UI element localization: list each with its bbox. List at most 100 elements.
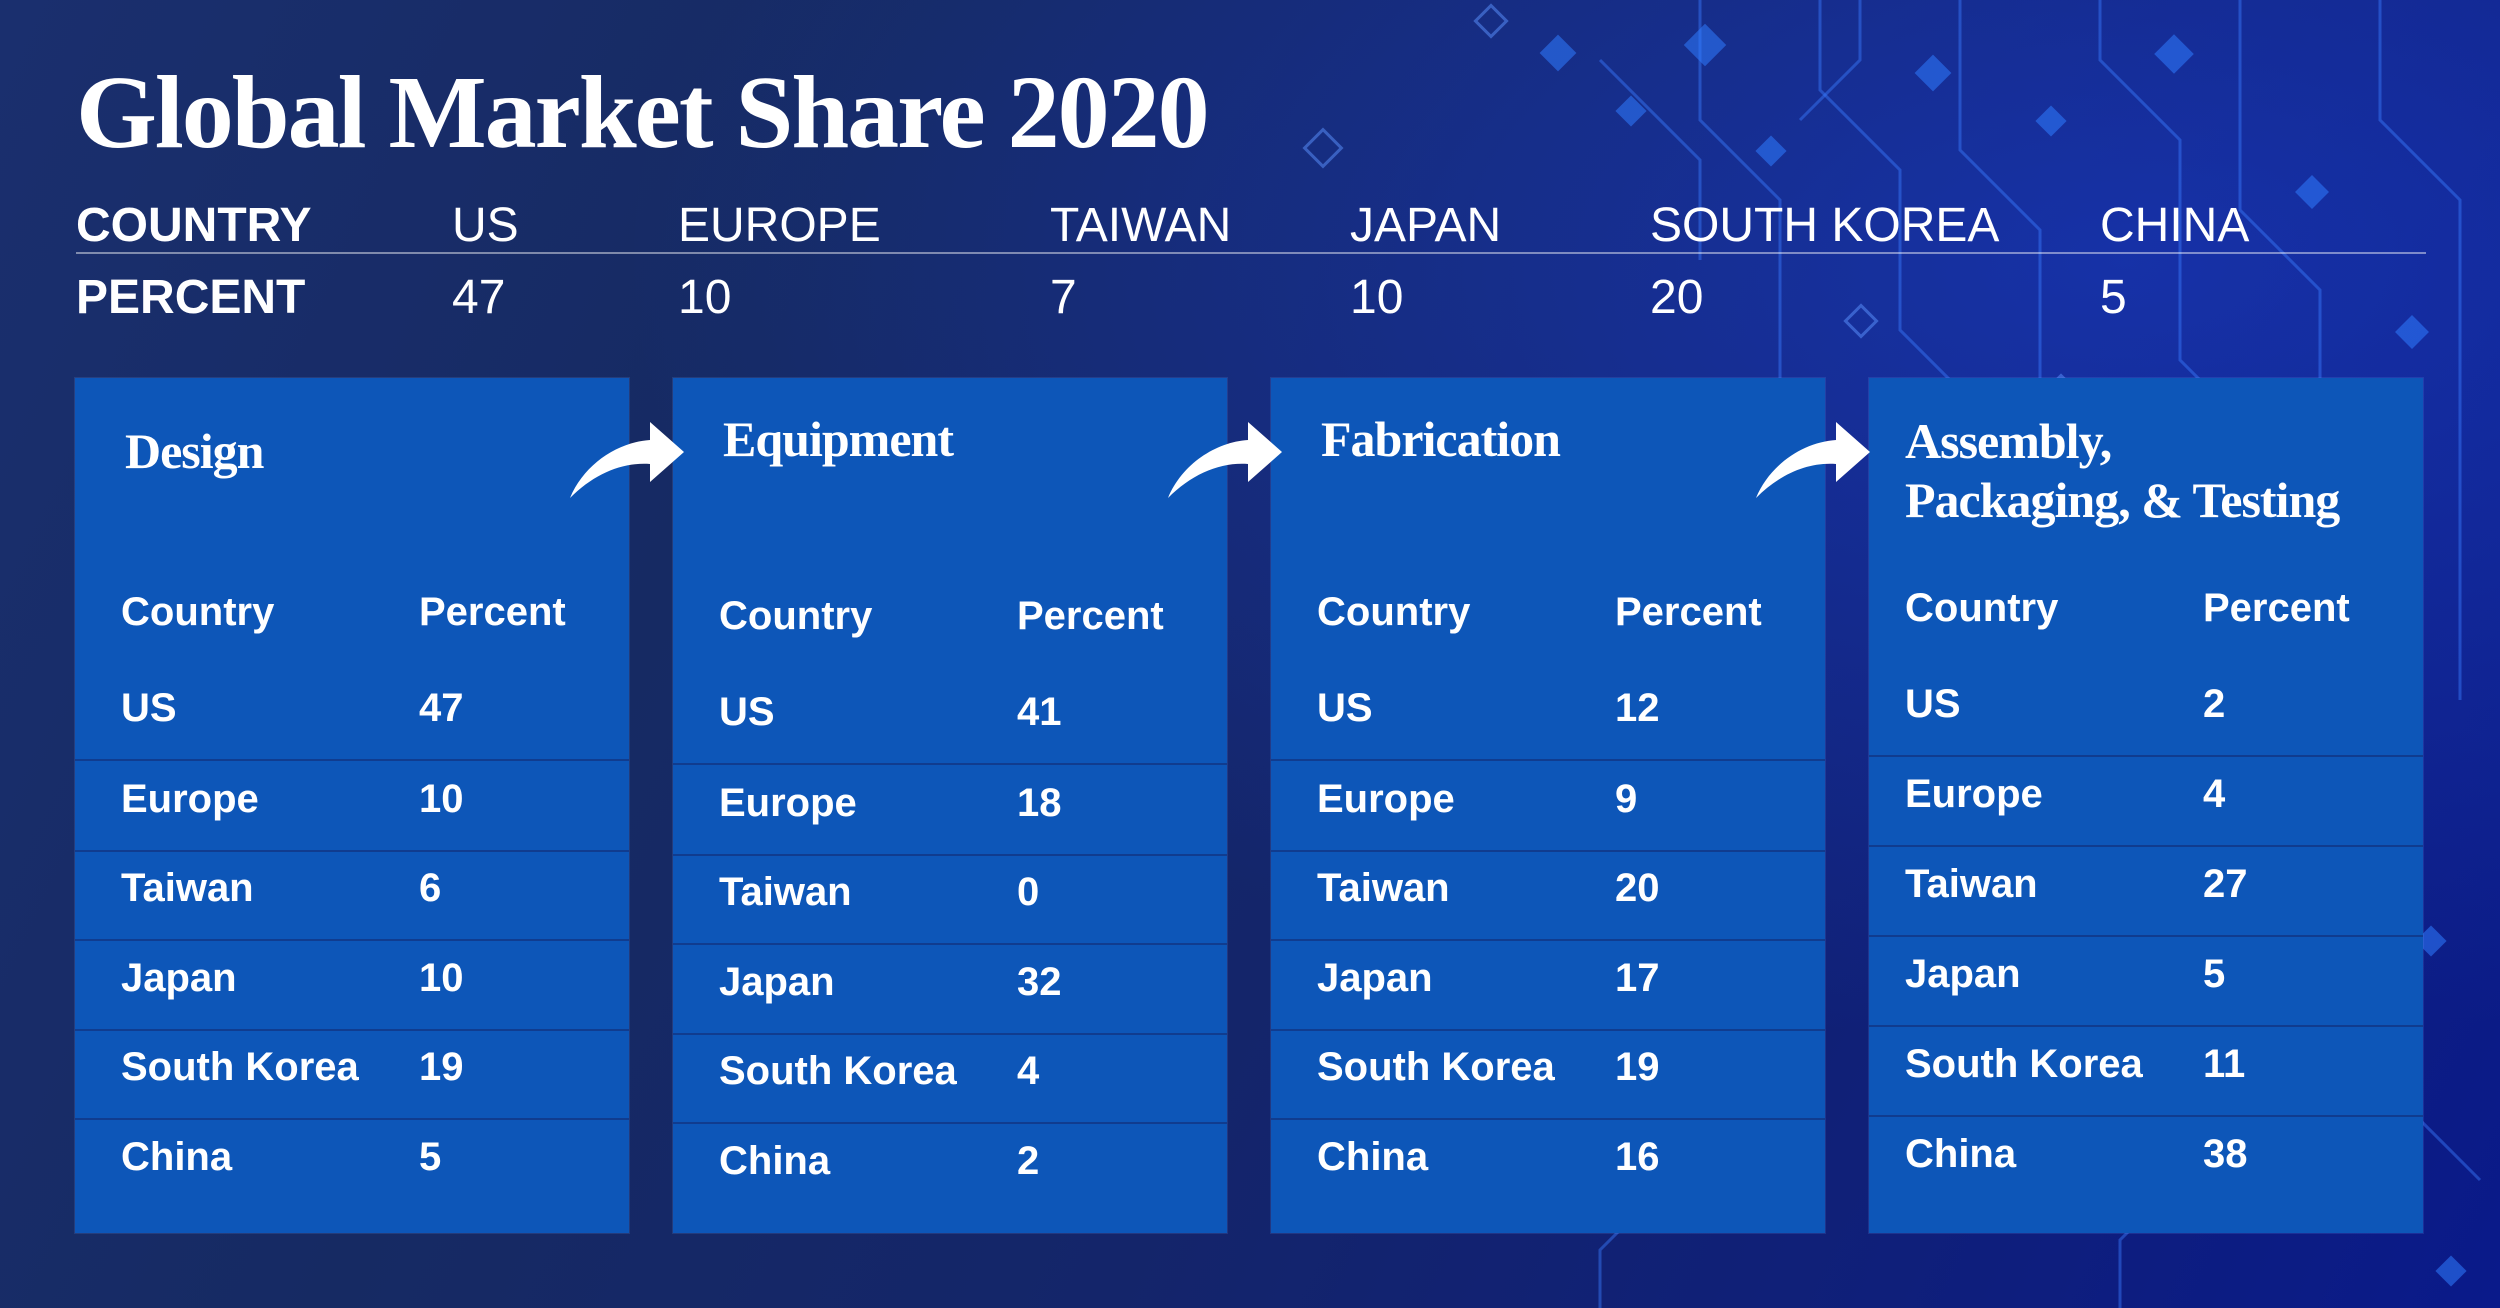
- curved-arrow-icon: [566, 412, 686, 502]
- column-header-country: Country: [719, 594, 872, 639]
- cell-country: China: [1905, 1132, 2016, 1177]
- cell-percent: 16: [1615, 1135, 1660, 1180]
- panel-title: Assembly,Packaging, & Testing: [1905, 412, 2339, 530]
- summary-country-japan: JAPAN: [1350, 198, 1501, 253]
- cell-country: Europe: [121, 777, 259, 822]
- table-row: China 5: [75, 1119, 629, 1208]
- cell-country: Taiwan: [121, 866, 254, 911]
- cell-country: Japan: [121, 956, 237, 1001]
- summary-percent-label: PERCENT: [76, 270, 305, 325]
- table-row: US 12: [1271, 670, 1825, 761]
- cell-country: US: [719, 690, 775, 735]
- cell-percent: 6: [419, 866, 441, 911]
- table-row: China 2: [673, 1123, 1227, 1212]
- column-header-country: Country: [121, 590, 274, 635]
- summary-percent-europe: 10: [678, 270, 731, 325]
- panel-design: Design Country Percent US 47 Europe 10 T…: [75, 378, 629, 1233]
- table-row: Europe 10: [75, 761, 629, 852]
- panel-title: Fabrication: [1321, 410, 1560, 469]
- cell-country: China: [1317, 1135, 1428, 1180]
- table-row: China 16: [1271, 1119, 1825, 1208]
- table-header: Country Percent: [1271, 590, 1825, 660]
- table-row: US 41: [673, 674, 1227, 765]
- cell-percent: 11: [2203, 1042, 2245, 1087]
- table-row: Europe 4: [1869, 756, 2423, 847]
- page-title: Global Market Share 2020: [76, 56, 1208, 170]
- summary-country-south-korea: SOUTH KOREA: [1650, 198, 1999, 253]
- panel-title: Design: [125, 422, 263, 481]
- table-row: South Korea 19: [75, 1029, 629, 1120]
- panel-assembly-packaging-testing: Assembly,Packaging, & Testing Country Pe…: [1869, 378, 2423, 1233]
- panel-title: Equipment: [723, 410, 953, 469]
- cell-percent: 4: [1017, 1049, 1039, 1094]
- table-header: Country Percent: [673, 594, 1227, 664]
- cell-country: US: [1317, 686, 1373, 731]
- cell-country: Japan: [719, 960, 835, 1005]
- table-row: Taiwan 0: [673, 854, 1227, 945]
- cell-country: Taiwan: [1905, 862, 2038, 907]
- table-row: Japan 17: [1271, 940, 1825, 1031]
- cell-percent: 10: [419, 956, 464, 1001]
- cell-country: US: [121, 686, 177, 731]
- table-row: US 47: [75, 670, 629, 761]
- column-header-country: Country: [1317, 590, 1470, 635]
- column-header-percent: Percent: [1017, 594, 1164, 639]
- cell-percent: 5: [419, 1135, 441, 1180]
- cell-country: Japan: [1317, 956, 1433, 1001]
- cell-country: Japan: [1905, 952, 2021, 997]
- summary-percent-china: 5: [2100, 270, 2127, 325]
- curved-arrow-icon: [1752, 412, 1872, 502]
- cell-percent: 12: [1615, 686, 1660, 731]
- summary-percent-japan: 10: [1350, 270, 1403, 325]
- cell-country: Taiwan: [1317, 866, 1450, 911]
- table-row: Taiwan 27: [1869, 846, 2423, 937]
- cell-percent: 47: [419, 686, 464, 731]
- panel-fabrication: Fabrication Country Percent US 12 Europe…: [1271, 378, 1825, 1233]
- panel-equipment: Equipment Country Percent US 41 Europe 1…: [673, 378, 1227, 1233]
- cell-country: South Korea: [1905, 1042, 2143, 1087]
- summary-country-us: US: [452, 198, 519, 253]
- cell-percent: 27: [2203, 862, 2248, 907]
- cell-country: China: [121, 1135, 232, 1180]
- table-row: US 2: [1869, 666, 2423, 757]
- summary-country-row: COUNTRY US EUROPE TAIWAN JAPAN SOUTH KOR…: [76, 190, 2426, 254]
- cell-percent: 5: [2203, 952, 2225, 997]
- column-header-percent: Percent: [419, 590, 566, 635]
- cell-percent: 9: [1615, 777, 1637, 822]
- cell-country: China: [719, 1139, 830, 1184]
- summary-country-taiwan: TAIWAN: [1050, 198, 1231, 253]
- summary-country-europe: EUROPE: [678, 198, 881, 253]
- cell-percent: 2: [1017, 1139, 1039, 1184]
- table-row: Europe 9: [1271, 761, 1825, 852]
- curved-arrow-icon: [1164, 412, 1284, 502]
- summary-percent-south-korea: 20: [1650, 270, 1703, 325]
- cell-country: Europe: [1317, 777, 1455, 822]
- table-row: Japan 32: [673, 944, 1227, 1035]
- cell-country: South Korea: [719, 1049, 957, 1094]
- cell-percent: 41: [1017, 690, 1062, 735]
- cell-country: Taiwan: [719, 870, 852, 915]
- cell-percent: 38: [2203, 1132, 2248, 1177]
- summary-country-china: CHINA: [2100, 198, 2249, 253]
- summary-percent-us: 47: [452, 270, 505, 325]
- table-header: Country Percent: [75, 590, 629, 660]
- table-row: South Korea 4: [673, 1033, 1227, 1124]
- cell-percent: 18: [1017, 781, 1062, 826]
- cell-percent: 0: [1017, 870, 1039, 915]
- panel-title-line-1: Assembly,: [1905, 413, 2111, 469]
- cell-percent: 19: [1615, 1045, 1660, 1090]
- summary-table: COUNTRY US EUROPE TAIWAN JAPAN SOUTH KOR…: [76, 190, 2426, 324]
- table-row: South Korea 19: [1271, 1029, 1825, 1120]
- column-header-country: Country: [1905, 586, 2058, 631]
- column-header-percent: Percent: [1615, 590, 1762, 635]
- table-row: South Korea 11: [1869, 1026, 2423, 1117]
- cell-country: South Korea: [1317, 1045, 1555, 1090]
- cell-percent: 17: [1615, 956, 1660, 1001]
- cell-percent: 19: [419, 1045, 464, 1090]
- cell-country: South Korea: [121, 1045, 359, 1090]
- table-row: Japan 10: [75, 940, 629, 1031]
- panel-title-line-2: Packaging, & Testing: [1905, 472, 2339, 528]
- table-row: Europe 18: [673, 765, 1227, 856]
- summary-percent-row: PERCENT 47 10 7 10 20 5: [76, 254, 2426, 324]
- cell-percent: 20: [1615, 866, 1660, 911]
